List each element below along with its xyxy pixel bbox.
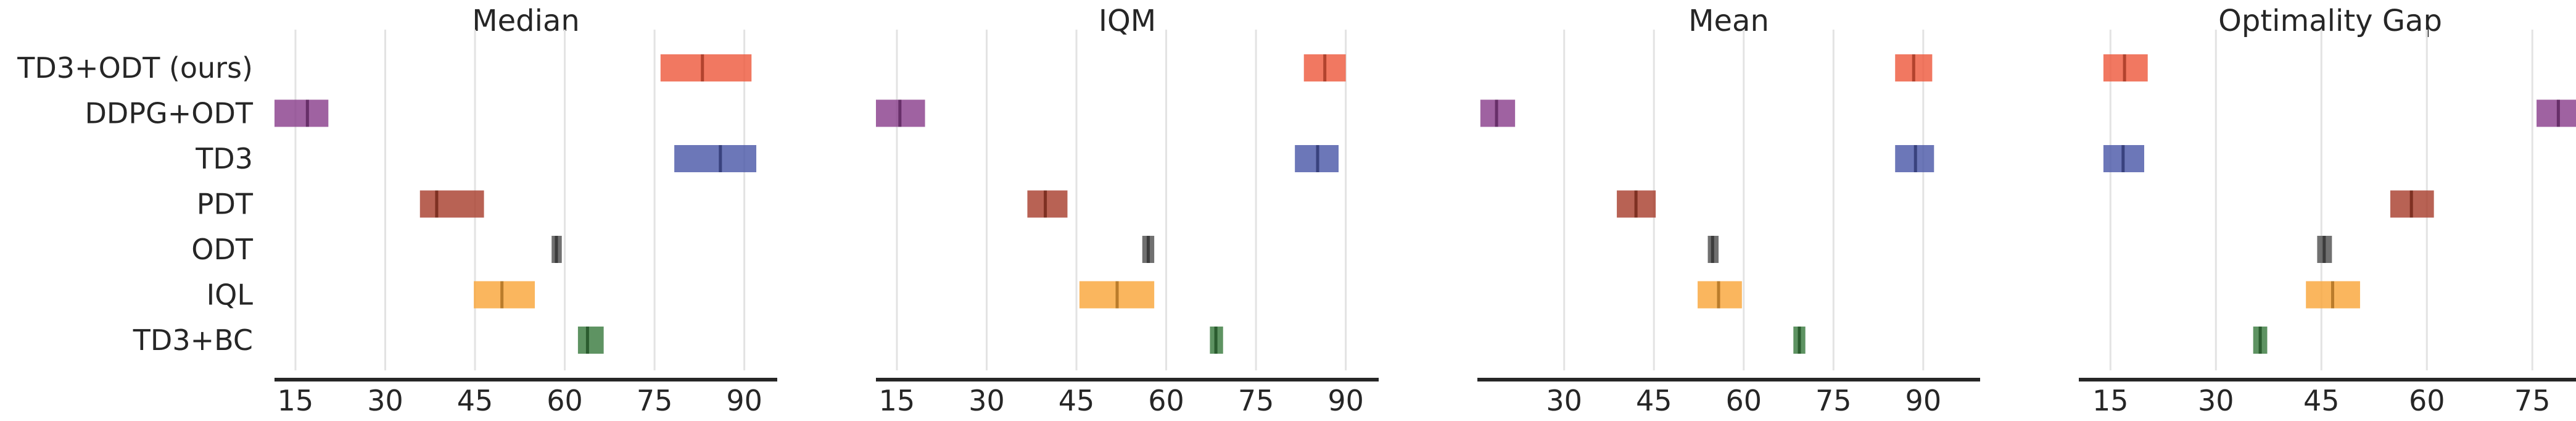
panel-title: IQM [1099, 4, 1156, 38]
algorithm-label-td3: TD3 [195, 142, 253, 175]
interval-bar-iql [474, 281, 535, 309]
x-tick-label: 60 [1148, 384, 1184, 417]
panel-median: Median 15 30 45 60 75 90 [275, 4, 777, 417]
algorithm-label-ddpg-odt: DDPG+ODT [85, 97, 254, 130]
algorithm-labels: TD3+ODT (ours) DDPG+ODT TD3 PDT ODT IQL TD3+BC [17, 51, 254, 357]
interval-bar-pdt [1027, 190, 1068, 218]
x-tick-label: 90 [1327, 384, 1364, 417]
x-tick-label: 75 [1238, 384, 1274, 417]
x-tick-label: 90 [1905, 384, 1942, 417]
x-tick-label: 60 [2409, 384, 2445, 417]
panel-title: Median [472, 4, 580, 38]
panel-optimality-gap: Optimality Gap 15 30 45 60 75 [2079, 4, 2576, 417]
x-tick-label: 15 [2092, 384, 2129, 417]
interval-bar-pdt [419, 190, 484, 218]
interval-bar-ddpg-odt [2537, 99, 2576, 127]
algorithm-label-pdt: PDT [197, 188, 254, 221]
panel-title: Mean [1688, 4, 1769, 38]
x-tick-label: 90 [726, 384, 762, 417]
x-tick-label: 75 [2514, 384, 2551, 417]
interval-bar-ddpg-odt [275, 99, 329, 127]
x-tick-label: 45 [1059, 384, 1095, 417]
x-tick-label: 30 [968, 384, 1005, 417]
x-tick-label: 60 [1725, 384, 1762, 417]
algorithm-label-iql: IQL [207, 278, 254, 312]
x-tick-label: 30 [2198, 384, 2234, 417]
panel-mean: Mean 30 45 60 75 90 [1477, 4, 1980, 417]
x-tick-label: 30 [1546, 384, 1582, 417]
algorithm-label-td3-odt-ours: TD3+ODT (ours) [17, 51, 253, 85]
interval-bar-td3 [674, 145, 757, 172]
interval-bar-td3-odt-ours [660, 54, 752, 81]
interval-bar-td3-bc [577, 327, 604, 354]
x-tick-label: 45 [457, 384, 493, 417]
x-tick-label: 15 [278, 384, 314, 417]
x-tick-label: 75 [637, 384, 673, 417]
panel-iqm: IQM 15 30 45 60 75 90 [876, 4, 1379, 417]
x-tick-label: 45 [2303, 384, 2340, 417]
x-tick-label: 75 [1815, 384, 1852, 417]
x-tick-label: 30 [367, 384, 403, 417]
algorithm-label-odt: ODT [191, 233, 254, 266]
x-tick-label: 15 [879, 384, 915, 417]
x-tick-label: 60 [547, 384, 583, 417]
algorithm-label-td3-bc: TD3+BC [133, 323, 253, 357]
panel-title: Optimality Gap [2218, 4, 2442, 38]
panels: Median 15 30 45 60 75 90 IQM 15 30 45 60 75 90 Mean 30 4… [275, 4, 2576, 417]
x-tick-label: 45 [1636, 384, 1672, 417]
